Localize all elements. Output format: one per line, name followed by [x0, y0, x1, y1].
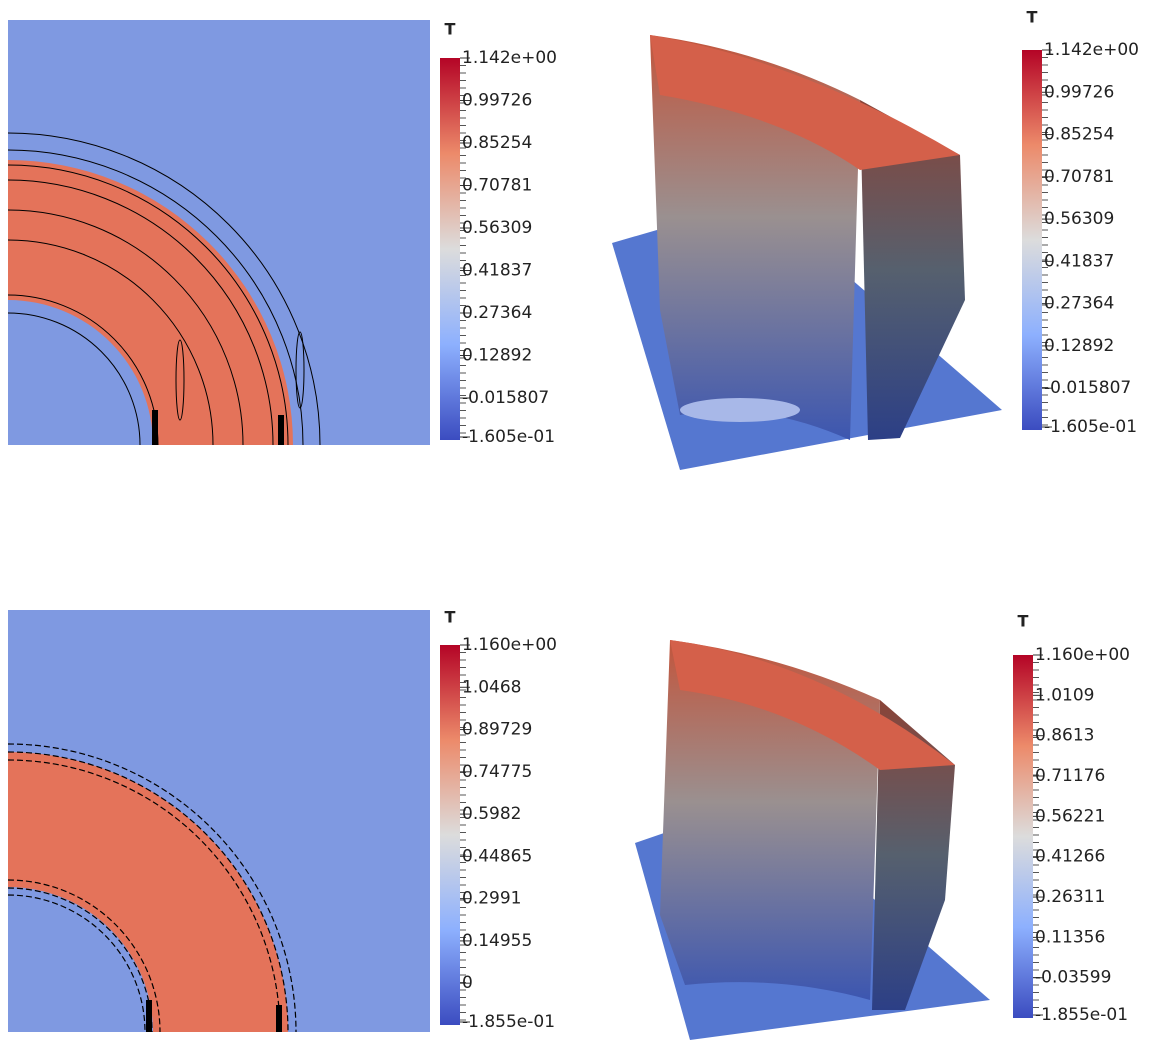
- colorbar-label: -0.015807: [1044, 378, 1131, 398]
- colorbar-label: 0.41837: [1044, 251, 1114, 271]
- colorbar-label: -0.03599: [1035, 968, 1111, 988]
- colorbar-label: -1.855e-01: [1035, 1005, 1128, 1025]
- colorbar-label: 0.26311: [1035, 887, 1105, 907]
- colorbar: [1013, 655, 1033, 1018]
- plot-2d: [8, 610, 430, 1032]
- colorbar-label: 0.11356: [1035, 927, 1105, 947]
- colorbar-label: -1.605e-01: [1044, 417, 1137, 437]
- colorbar-label: 0.41837: [462, 261, 532, 281]
- colorbar-title: T: [445, 20, 456, 39]
- colorbar-label: -1.855e-01: [462, 1012, 555, 1032]
- colorbar-label: 0.5982: [462, 804, 521, 824]
- colorbar-label: -0.015807: [462, 388, 549, 408]
- colorbar-label: 0.12892: [1044, 336, 1114, 356]
- colorbar-label: 0.74775: [462, 762, 532, 782]
- plot-3d: [635, 640, 990, 1040]
- colorbar-label: 0.85254: [462, 133, 532, 153]
- colorbar-label: 1.142e+00: [1044, 40, 1139, 60]
- colorbar-label: 0.2991: [462, 889, 521, 909]
- colorbar-label: 0.85254: [1044, 125, 1114, 145]
- colorbar-label: 1.142e+00: [462, 48, 557, 68]
- colorbar-label: 0.56309: [1044, 209, 1114, 229]
- colorbar-label: 0.89729: [462, 720, 532, 740]
- colorbar: [440, 58, 460, 440]
- colorbar-title: T: [1027, 8, 1038, 27]
- colorbar-label: 0.71176: [1035, 766, 1105, 786]
- colorbar-title: T: [445, 608, 456, 627]
- colorbar: [1022, 50, 1042, 430]
- colorbar-label: 0.12892: [462, 346, 532, 366]
- colorbar-label: 0.56221: [1035, 806, 1105, 826]
- plot-2d: [8, 20, 430, 445]
- colorbar-label: 0.99726: [462, 91, 532, 111]
- colorbar-title: T: [1018, 612, 1029, 631]
- colorbar-label: 1.160e+00: [462, 635, 557, 655]
- colorbar-label: 0.56309: [462, 218, 532, 238]
- colorbar: [440, 645, 460, 1025]
- plot-3d: [612, 35, 1002, 470]
- colorbar-label: 0.27364: [462, 303, 532, 323]
- colorbar-label: 0.70781: [462, 176, 532, 196]
- colorbar-label: 0.8613: [1035, 726, 1094, 746]
- colorbar-label: 0: [462, 973, 473, 993]
- colorbar-label: 0.14955: [462, 931, 532, 951]
- colorbar-label: 0.99726: [1044, 82, 1114, 102]
- colorbar-label: 0.27364: [1044, 294, 1114, 314]
- colorbar-label: 0.41266: [1035, 847, 1105, 867]
- colorbar-label: 1.0468: [462, 677, 521, 697]
- colorbar-label: 1.160e+00: [1035, 645, 1130, 665]
- colorbar-label: 0.70781: [1044, 167, 1114, 187]
- colorbars: T 1.142e+00 0.99726 0.85254 0.70781 0.56309 0.…: [440, 8, 1139, 1032]
- colorbar-label: 0.44865: [462, 846, 532, 866]
- colorbar-label: -1.605e-01: [462, 427, 555, 447]
- colorbar-label: 1.0109: [1035, 685, 1094, 705]
